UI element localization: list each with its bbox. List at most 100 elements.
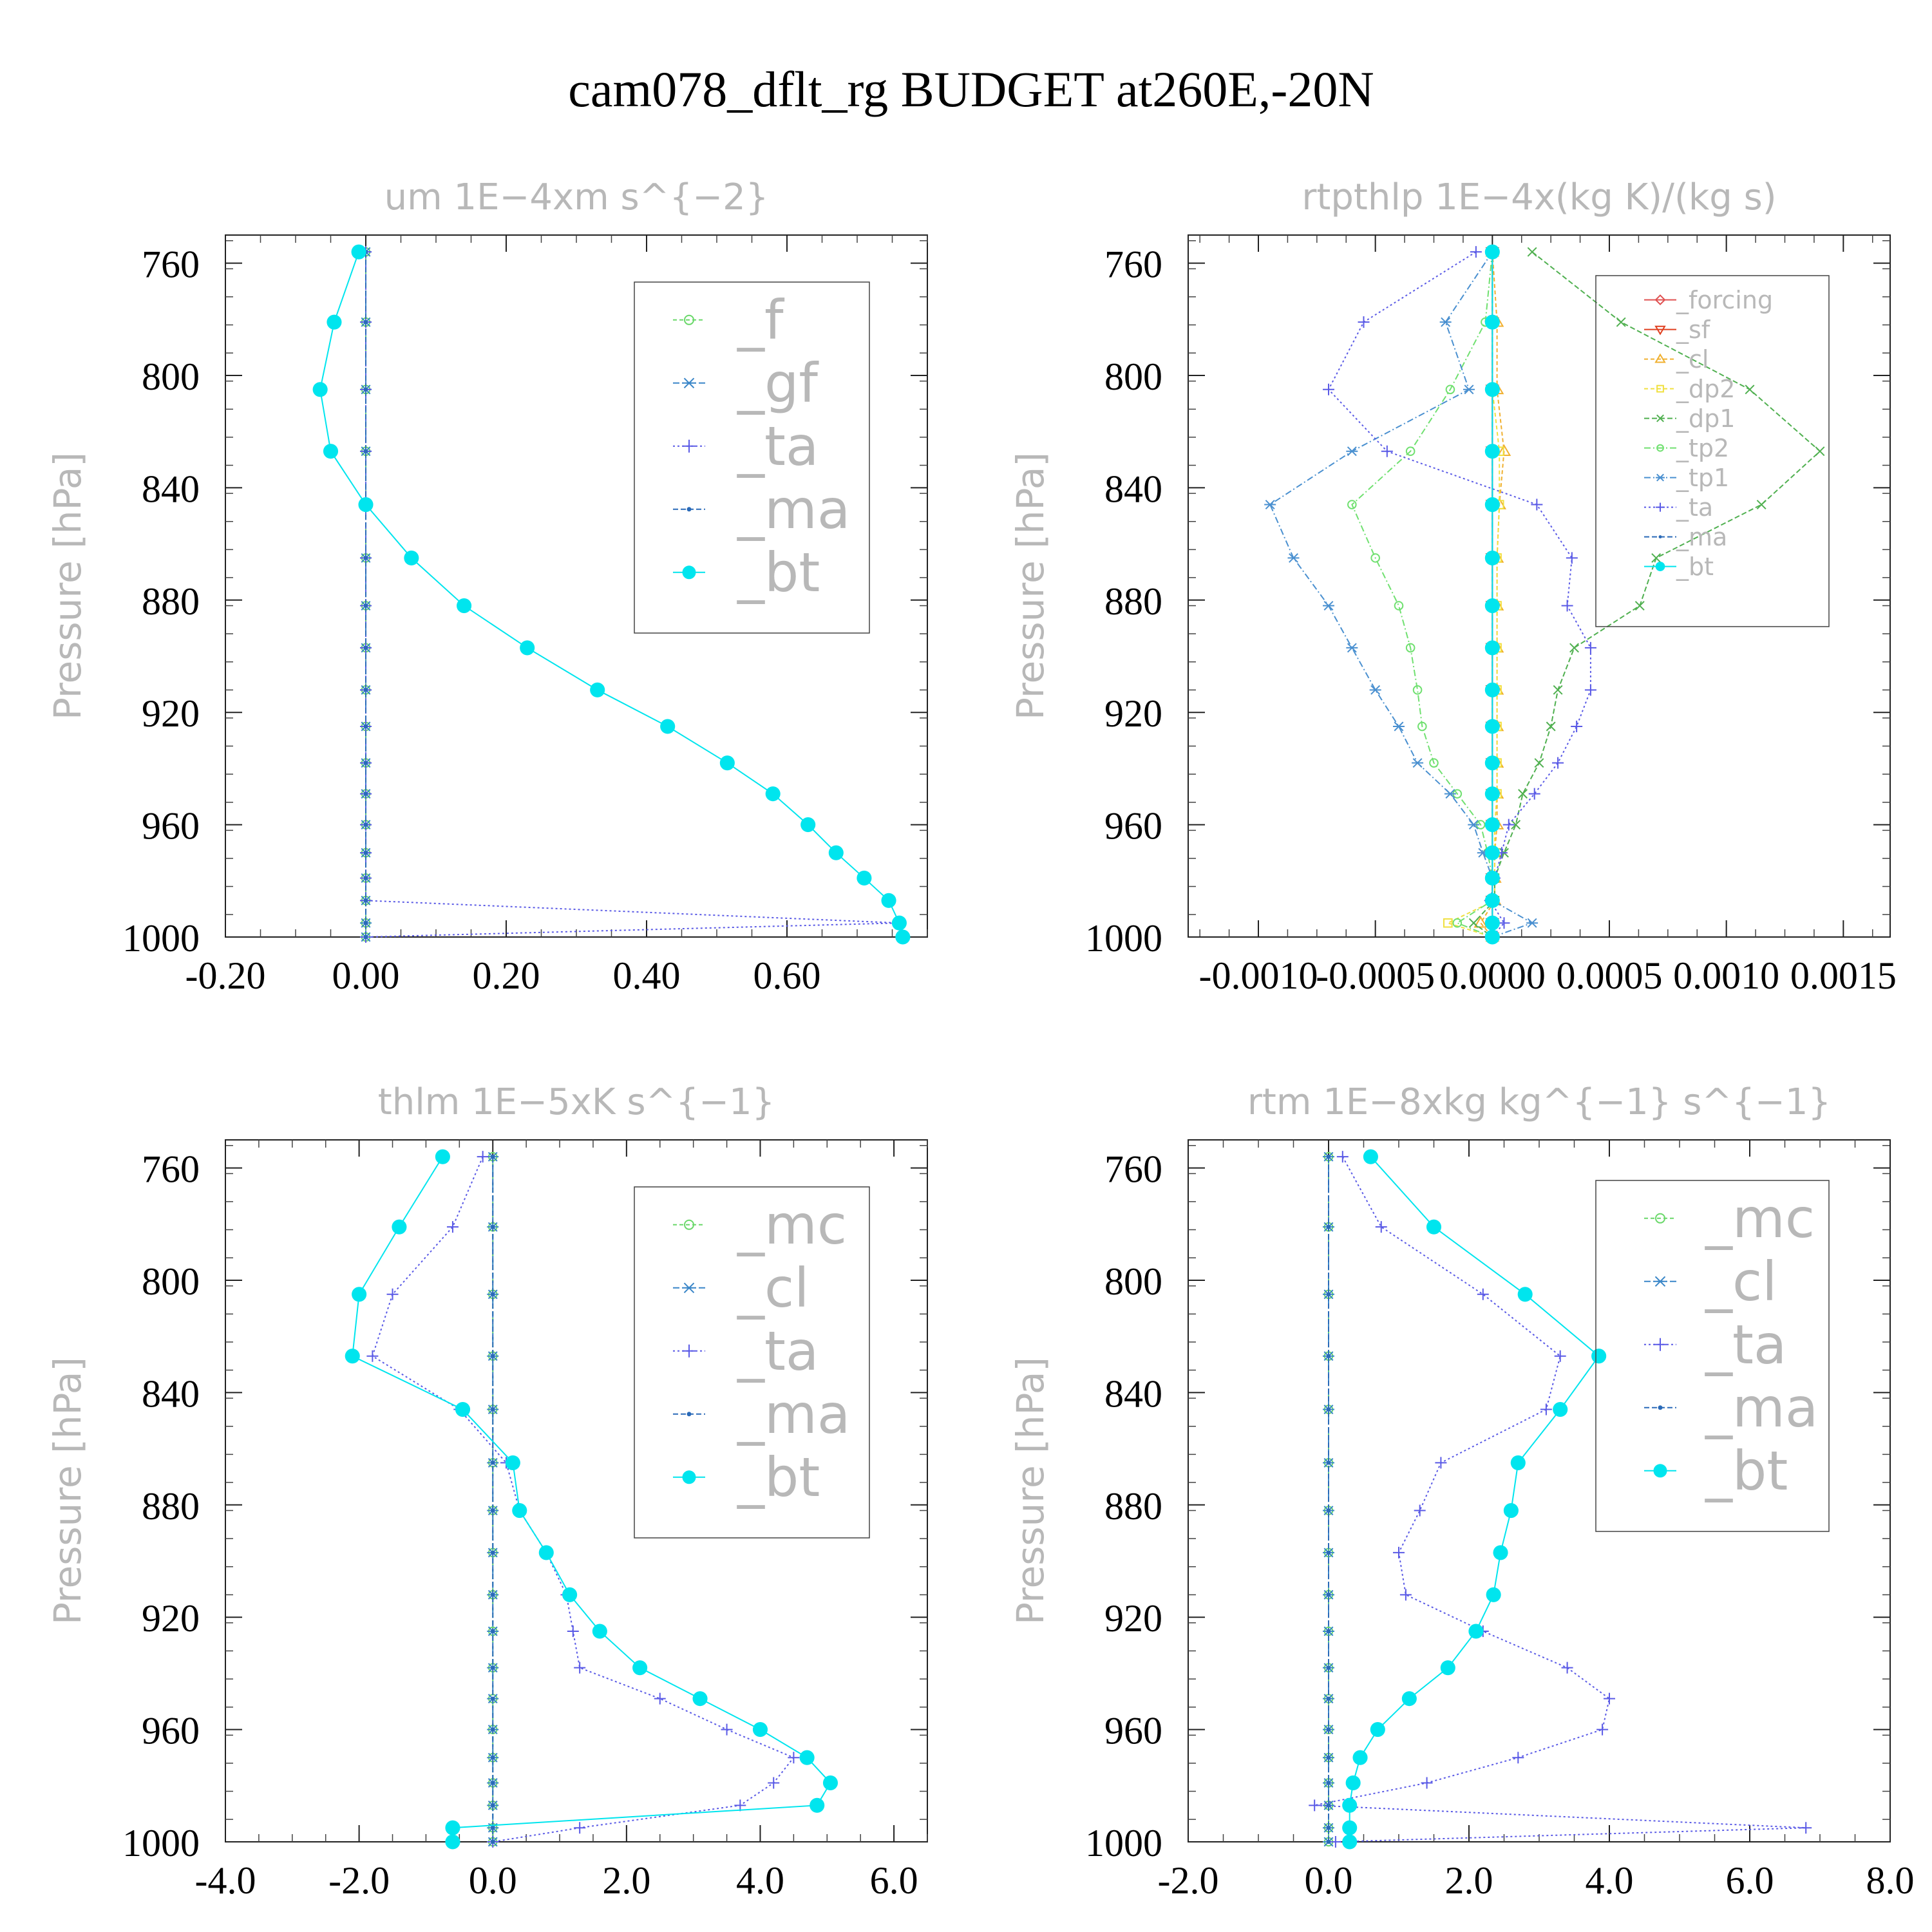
data-point xyxy=(1534,758,1544,768)
legend-box xyxy=(1595,275,1830,627)
data-point xyxy=(363,761,368,765)
data-point xyxy=(1484,497,1500,513)
data-point xyxy=(1435,1457,1447,1469)
data-point xyxy=(1596,1723,1609,1736)
data-point xyxy=(1429,758,1439,768)
legend: _f_gf_ta_ma_bt xyxy=(634,281,870,634)
series-line xyxy=(1349,1156,1600,1842)
data-point xyxy=(1452,918,1463,928)
data-point xyxy=(1329,1836,1341,1848)
x-tick-label: 2.0 xyxy=(602,1859,650,1902)
x-tick-label: 6.0 xyxy=(1726,1859,1774,1902)
data-point xyxy=(1484,444,1500,459)
data-point xyxy=(822,1775,838,1790)
legend-label: _cl xyxy=(737,1256,810,1320)
data-point xyxy=(363,934,368,940)
data-point xyxy=(1412,758,1424,768)
y-axis-label: Pressure [hPa] xyxy=(46,452,90,720)
data-point xyxy=(765,786,781,802)
legend-label: _cl xyxy=(1705,1250,1777,1313)
series-line xyxy=(1351,252,1493,938)
data-point xyxy=(363,645,368,650)
data-point xyxy=(1326,1225,1331,1229)
y-tick-label: 840 xyxy=(142,1372,200,1415)
data-point xyxy=(857,870,872,886)
data-point xyxy=(1414,1504,1426,1517)
data-point xyxy=(435,1149,450,1164)
data-point xyxy=(1473,916,1488,928)
data-point xyxy=(1484,893,1500,908)
data-point xyxy=(1342,1797,1358,1813)
data-point xyxy=(1393,1546,1405,1558)
legend-marker xyxy=(1655,1213,1665,1224)
data-point xyxy=(1468,820,1480,830)
data-point xyxy=(1323,601,1334,611)
data-point xyxy=(363,387,368,392)
chart-panel: rtm 1E−8xkg kg^{−1} s^{−1} Pressure [hPa]… xyxy=(1009,1081,1915,1902)
y-tick-label: 840 xyxy=(1104,1372,1162,1415)
x-tick-label: 0.20 xyxy=(473,954,540,997)
data-point xyxy=(1326,1665,1331,1670)
data-point xyxy=(1484,915,1500,931)
data-point xyxy=(1326,1407,1331,1412)
data-point xyxy=(1439,317,1452,327)
data-point xyxy=(1484,845,1500,860)
panel-title: thlm 1E−5xK s^{−1} xyxy=(378,1081,775,1123)
data-point xyxy=(891,915,907,931)
data-point xyxy=(1370,553,1380,563)
y-tick-label: 880 xyxy=(1104,580,1162,623)
data-point xyxy=(828,845,844,860)
data-point xyxy=(1512,1752,1524,1764)
data-point xyxy=(1309,1799,1321,1812)
y-tick-label: 1000 xyxy=(122,917,200,960)
data-point xyxy=(1634,601,1645,611)
data-point xyxy=(1552,757,1564,769)
data-point xyxy=(1484,719,1500,734)
data-point xyxy=(491,1292,495,1296)
x-tick-label: 0.60 xyxy=(753,954,821,997)
legend-marker xyxy=(684,1219,694,1230)
series-line xyxy=(1314,1156,1806,1842)
data-point xyxy=(1502,819,1515,831)
data-point xyxy=(1591,1349,1607,1364)
data-point xyxy=(1484,598,1500,614)
data-point xyxy=(810,1797,825,1813)
legend-label: _ma xyxy=(737,1383,850,1446)
legend-label: _tp1 xyxy=(1676,464,1729,492)
data-point xyxy=(520,640,535,656)
legend-marker xyxy=(684,314,694,325)
plot-frame xyxy=(1188,234,1891,938)
data-point xyxy=(1540,1403,1552,1416)
legend-label: _tp2 xyxy=(1676,434,1729,462)
legend-label: _bt xyxy=(1705,1439,1788,1502)
chart-panel: thlm 1E−5xK s^{−1} Pressure [hPa] -4.0 -2.0… xyxy=(46,1081,928,1902)
data-point xyxy=(323,444,339,459)
data-point xyxy=(1528,788,1540,800)
data-point xyxy=(1375,1221,1387,1233)
data-point xyxy=(538,1545,554,1560)
data-point xyxy=(1503,1502,1519,1519)
data-point xyxy=(363,898,368,903)
data-point xyxy=(768,1777,780,1789)
data-point xyxy=(1484,382,1500,397)
data-point xyxy=(1569,643,1579,653)
series-line xyxy=(1479,252,1505,938)
y-axis-label: Pressure [hPa] xyxy=(46,1357,90,1625)
legend-marker xyxy=(687,1412,692,1417)
data-point xyxy=(491,1629,495,1634)
data-point xyxy=(1584,641,1596,654)
data-point xyxy=(491,1354,495,1358)
data-point xyxy=(1604,1692,1615,1705)
data-point xyxy=(1405,643,1416,653)
data-point xyxy=(363,876,368,880)
data-point xyxy=(1616,317,1626,327)
data-point xyxy=(1526,918,1539,928)
legend-marker xyxy=(1656,384,1664,393)
data-point xyxy=(1381,445,1393,457)
data-point xyxy=(512,1502,527,1519)
data-point xyxy=(1342,1820,1358,1835)
data-point xyxy=(1511,820,1521,830)
data-point xyxy=(505,1455,520,1470)
data-point xyxy=(881,893,896,908)
data-point xyxy=(788,1752,800,1764)
